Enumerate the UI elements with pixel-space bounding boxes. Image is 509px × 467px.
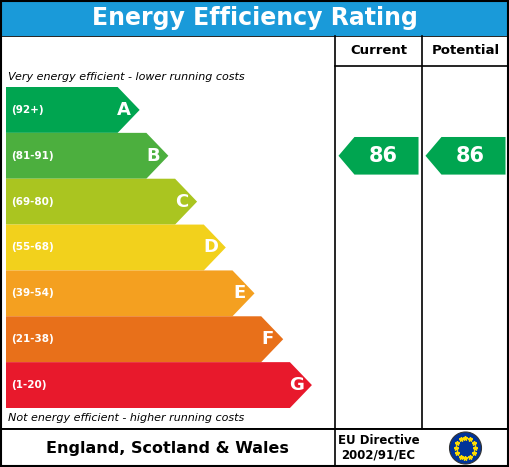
Text: Energy Efficiency Rating: Energy Efficiency Rating [92,6,417,30]
Text: (21-38): (21-38) [11,334,54,344]
Text: 86: 86 [456,146,485,166]
Bar [1,429,508,467]
Bar [1,36,508,429]
Text: B: B [146,147,160,165]
Polygon shape [6,270,254,316]
Text: Not energy efficient - higher running costs: Not energy efficient - higher running co… [8,413,244,423]
Polygon shape [6,179,197,225]
Polygon shape [6,316,283,362]
Text: 86: 86 [369,146,398,166]
Text: (81-91): (81-91) [11,151,53,161]
Polygon shape [338,137,418,175]
Text: (39-54): (39-54) [11,288,54,298]
Text: (69-80): (69-80) [11,197,53,206]
Bar [0,0,509,36]
Polygon shape [6,225,226,270]
Text: F: F [262,330,274,348]
Text: A: A [117,101,131,119]
Polygon shape [6,133,168,179]
Text: Potential: Potential [432,44,499,57]
Text: (55-68): (55-68) [11,242,54,253]
Text: G: G [289,376,304,394]
Text: E: E [233,284,245,302]
Text: Current: Current [350,44,407,57]
Text: EU Directive
2002/91/EC: EU Directive 2002/91/EC [337,434,419,462]
Circle shape [449,432,482,464]
Text: C: C [175,193,188,211]
Polygon shape [6,87,139,133]
Polygon shape [426,137,505,175]
Text: England, Scotland & Wales: England, Scotland & Wales [46,440,289,455]
Text: (92+): (92+) [11,105,44,115]
Text: Very energy efficient - lower running costs: Very energy efficient - lower running co… [8,72,245,82]
Text: D: D [203,239,218,256]
Polygon shape [6,362,312,408]
Text: (1-20): (1-20) [11,380,46,390]
